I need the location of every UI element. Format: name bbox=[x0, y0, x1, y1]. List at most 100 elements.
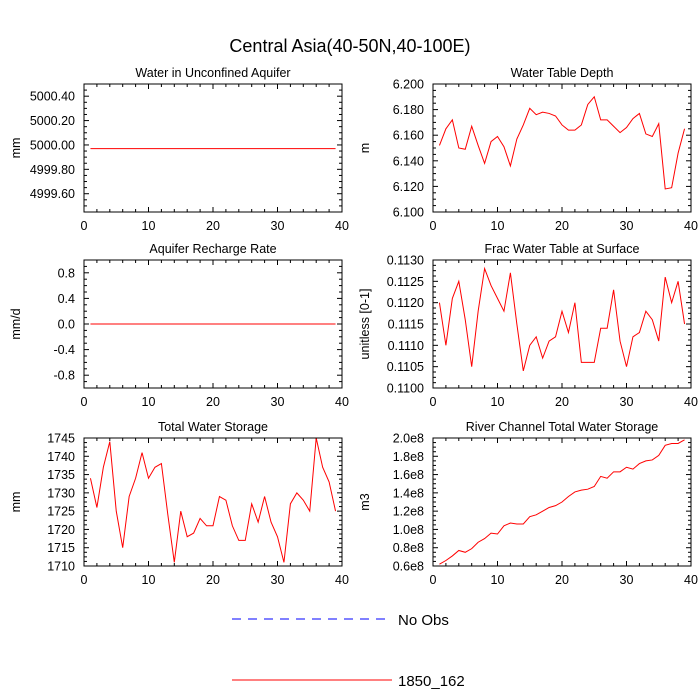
x-tick-label: 30 bbox=[620, 395, 634, 409]
x-tick-label: 20 bbox=[206, 219, 220, 233]
y-tick-label: 5000.40 bbox=[30, 90, 75, 104]
panel-title: Frac Water Table at Surface bbox=[485, 242, 640, 256]
y-tick-label: -0.8 bbox=[53, 369, 75, 383]
x-tick-label: 20 bbox=[555, 395, 569, 409]
y-tick-label: 1745 bbox=[47, 432, 75, 446]
panels: Water in Unconfined Aquifer mm 0 10 20 30 40 49… bbox=[9, 66, 698, 587]
panel-title: Aquifer Recharge Rate bbox=[149, 242, 276, 256]
y-tick-label: 4999.80 bbox=[30, 163, 75, 177]
x-tick-label: 0 bbox=[81, 395, 88, 409]
y-axis-label: unitless [0-1] bbox=[358, 289, 372, 360]
legend-label-no-obs: No Obs bbox=[398, 612, 449, 629]
x-tick-label: 10 bbox=[491, 395, 505, 409]
x-tick-label: 40 bbox=[335, 219, 349, 233]
y-tick-label: 6.100 bbox=[393, 206, 424, 220]
y-tick-label: 1735 bbox=[47, 468, 75, 482]
y-tick-label: 0.1110 bbox=[388, 339, 424, 353]
y-axis-label: mm bbox=[9, 492, 23, 513]
legend: No Obs 1850_162 bbox=[232, 612, 465, 690]
x-tick-label: 30 bbox=[271, 219, 285, 233]
panel-title: Water Table Depth bbox=[511, 66, 614, 80]
y-tick-label: 1.2e8 bbox=[393, 505, 424, 519]
x-tick-label: 10 bbox=[142, 395, 156, 409]
panel-5: Total Water Storage mm 0 10 20 30 40 1710 1715 17… bbox=[9, 420, 349, 587]
panel-title: Water in Unconfined Aquifer bbox=[135, 66, 290, 80]
series-line-1850_162 bbox=[438, 95, 686, 190]
panel-1: Water in Unconfined Aquifer mm 0 10 20 30 40 49… bbox=[9, 66, 349, 233]
y-tick-label: 0.1125 bbox=[387, 275, 424, 289]
x-tick-label: 30 bbox=[271, 573, 285, 587]
x-tick-label: 30 bbox=[271, 395, 285, 409]
panel-title: River Channel Total Water Storage bbox=[466, 420, 659, 434]
y-tick-label: 1.6e8 bbox=[393, 468, 424, 482]
series-line-1850_162 bbox=[438, 266, 686, 372]
x-tick-label: 20 bbox=[555, 219, 569, 233]
plot-frame bbox=[432, 437, 692, 567]
x-tick-label: 20 bbox=[206, 395, 220, 409]
plot-frame bbox=[83, 259, 343, 389]
y-axis-label: mm bbox=[9, 138, 23, 159]
x-tick-label: 0 bbox=[81, 219, 88, 233]
x-tick-label: 10 bbox=[491, 219, 505, 233]
y-tick-label: 6.180 bbox=[393, 103, 424, 117]
x-tick-label: 40 bbox=[335, 395, 349, 409]
y-tick-label: 5000.20 bbox=[30, 114, 75, 128]
x-tick-label: 20 bbox=[206, 573, 220, 587]
y-tick-label: 0.6e8 bbox=[393, 560, 424, 574]
x-tick-label: 0 bbox=[430, 219, 437, 233]
y-tick-label: 6.120 bbox=[393, 180, 424, 194]
x-tick-label: 40 bbox=[684, 219, 698, 233]
y-tick-label: 1740 bbox=[47, 450, 75, 464]
x-tick-label: 0 bbox=[430, 573, 437, 587]
y-tick-label: 1.8e8 bbox=[393, 450, 424, 464]
plot-frame bbox=[83, 83, 343, 213]
y-tick-label: 1.0e8 bbox=[393, 523, 424, 537]
plot-frame bbox=[432, 83, 692, 213]
x-tick-label: 10 bbox=[491, 573, 505, 587]
x-tick-label: 10 bbox=[142, 573, 156, 587]
y-tick-label: 1710 bbox=[47, 560, 75, 574]
x-tick-label: 0 bbox=[81, 573, 88, 587]
legend-label-1850-162: 1850_162 bbox=[398, 673, 465, 690]
y-tick-label: 1725 bbox=[47, 505, 75, 519]
panel-2: Water Table Depth m 0 10 20 30 40 6.100 6.120 6.1… bbox=[358, 66, 698, 233]
x-tick-label: 30 bbox=[620, 573, 634, 587]
y-tick-label: 6.200 bbox=[393, 78, 424, 92]
y-tick-label: 6.140 bbox=[393, 154, 424, 168]
y-tick-label: 0.1115 bbox=[388, 318, 424, 332]
x-tick-label: 10 bbox=[142, 219, 156, 233]
figure-title: Central Asia(40-50N,40-100E) bbox=[229, 36, 470, 56]
y-tick-label: 0.4 bbox=[58, 292, 75, 306]
y-tick-label: 0.1120 bbox=[387, 296, 424, 310]
series-line-1850_162 bbox=[89, 437, 337, 563]
y-tick-label: 0.0 bbox=[58, 318, 75, 332]
panel-title: Total Water Storage bbox=[158, 420, 268, 434]
y-tick-label: 0.8 bbox=[58, 266, 75, 280]
y-tick-label: 6.160 bbox=[393, 129, 424, 143]
x-tick-label: 40 bbox=[335, 573, 349, 587]
x-tick-label: 0 bbox=[430, 395, 437, 409]
y-tick-label: 1715 bbox=[47, 541, 75, 555]
y-tick-label: 5000.00 bbox=[30, 138, 75, 152]
x-tick-label: 20 bbox=[555, 573, 569, 587]
y-tick-label: 4999.60 bbox=[30, 187, 75, 201]
y-tick-label: 1730 bbox=[47, 486, 75, 500]
y-tick-label: 0.1100 bbox=[387, 382, 424, 396]
y-tick-label: 0.8e8 bbox=[393, 541, 424, 555]
y-tick-label: 2.0e8 bbox=[393, 432, 424, 446]
y-tick-label: 1.4e8 bbox=[393, 486, 424, 500]
y-tick-label: 1720 bbox=[47, 523, 75, 537]
y-tick-label: 0.1105 bbox=[387, 360, 424, 374]
panel-3: Aquifer Recharge Rate mm/d 0 10 20 30 40 -0.8 -0… bbox=[9, 242, 349, 409]
y-tick-label: -0.4 bbox=[53, 343, 75, 357]
series-line-1850_162 bbox=[439, 439, 685, 565]
y-axis-label: m bbox=[358, 143, 372, 153]
y-tick-label: 0.1130 bbox=[387, 254, 424, 268]
plot-frame bbox=[432, 259, 692, 389]
y-axis-label: mm/d bbox=[9, 308, 23, 339]
x-tick-label: 40 bbox=[684, 395, 698, 409]
x-tick-label: 40 bbox=[684, 573, 698, 587]
plot-frame bbox=[83, 437, 343, 567]
